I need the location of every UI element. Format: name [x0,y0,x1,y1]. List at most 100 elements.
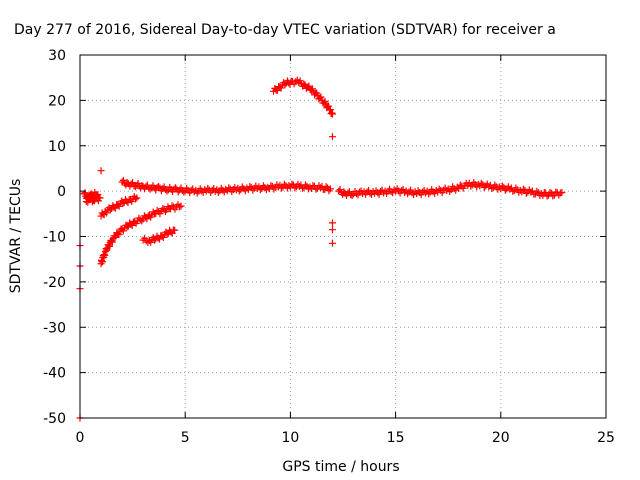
data-point [305,82,313,90]
data-point [300,80,308,88]
y-tick-label: -50 [43,411,66,427]
data-point [328,226,336,234]
data-point [301,181,309,189]
data-point [291,184,299,192]
data-point [549,192,557,200]
data-point [312,185,320,193]
data-point [322,183,330,191]
data-point [369,188,377,196]
data-point [93,195,101,203]
data-point [477,179,485,187]
x-tick-label: 5 [181,430,190,446]
data-point [214,188,222,196]
x-tick-label: 20 [492,430,510,446]
data-point [146,185,154,193]
y-tick-label: -20 [43,275,66,291]
data-point [289,181,297,189]
data-point [189,185,197,193]
data-point [97,167,105,175]
chart-title: Day 277 of 2016, Sidereal Day-to-day VTE… [14,22,556,38]
data-point [143,215,151,223]
data-point [180,188,188,196]
data-point [225,184,233,192]
data-point [277,84,285,92]
data-point [81,189,89,197]
data-point [328,219,336,227]
data-point [223,187,231,195]
data-point [246,183,254,191]
data-point [354,191,362,199]
data-point [353,190,361,198]
data-point [519,185,527,193]
y-tick-label: 20 [48,93,66,109]
data-point [434,188,442,196]
data-point [267,182,275,190]
data-point [105,242,113,250]
axis-ticks [79,54,607,419]
data-point [328,110,336,118]
data-point [326,185,334,193]
data-point [171,226,179,234]
data-point [128,221,136,229]
data-point [259,182,267,190]
data-point [452,186,460,194]
data-point [467,182,475,190]
data-point [103,209,111,217]
data-point [558,188,566,196]
data-point [235,187,243,195]
data-point [501,186,509,194]
data-point [389,189,397,197]
data-point [374,189,382,197]
x-tick-label: 0 [76,430,85,446]
x-tick-label: 15 [387,430,405,446]
y-tick-label: 30 [48,48,66,64]
data-point [321,97,329,105]
data-point [522,189,530,197]
data-point [414,187,422,195]
data-point [280,180,288,188]
data-point [204,184,212,192]
data-point [175,203,183,211]
grid-lines [80,55,606,418]
y-tick-label: 0 [57,184,66,200]
tick-labels: 0 5 10 15 20 25 -50 -40 -30 -20 -10 0 10 20 30 [43,48,615,446]
data-point [288,180,296,188]
data-point [498,182,506,190]
data-point [168,202,176,210]
data-point [132,195,140,203]
data-point [326,106,334,114]
data-point [552,188,560,196]
data-point [119,199,127,207]
data-point [106,206,114,214]
data-point [399,185,407,193]
data-point [133,194,141,202]
data-point [488,185,496,193]
data-point [190,188,198,196]
data-point [163,230,171,238]
y-axis-label: SDTVAR / TECUs [8,179,24,294]
data-point [325,102,333,110]
y-tick-label: -30 [43,320,66,336]
data-point [264,183,272,191]
data-point [328,133,336,141]
data-point [100,251,108,259]
data-point [363,188,371,196]
data-point [306,183,314,191]
x-axis-label: GPS time / hours [282,459,399,475]
data-point [390,186,398,194]
data-point [85,196,93,204]
data-point [111,233,119,241]
data-points [76,76,566,422]
data-point [277,184,285,192]
data-point [348,191,356,199]
data-point [279,183,287,191]
y-tick-label: -10 [43,230,66,246]
data-point [115,231,123,239]
data-point [509,187,517,195]
data-point [150,236,158,244]
data-point [435,185,443,193]
data-point [308,85,316,93]
data-point [273,86,281,94]
data-point [336,186,344,194]
